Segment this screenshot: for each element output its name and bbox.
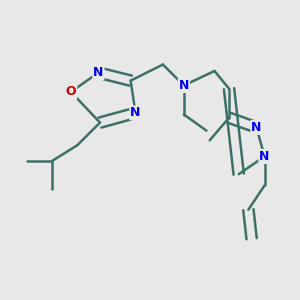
Text: N: N [251,121,262,134]
Text: N: N [130,106,141,119]
Text: N: N [179,79,189,92]
Text: N: N [259,150,270,163]
Text: O: O [66,85,76,98]
Text: N: N [93,66,103,79]
